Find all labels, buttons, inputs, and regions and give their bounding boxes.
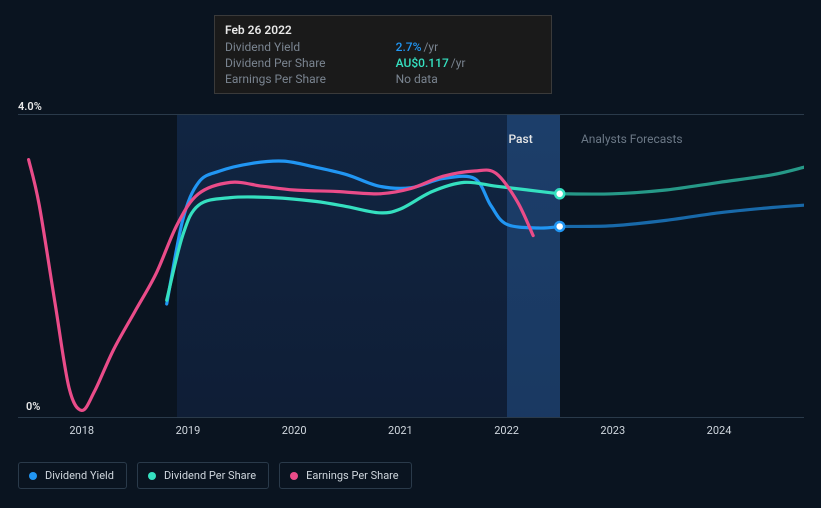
line-dividend_yield-forecast [560, 205, 804, 226]
legend-label: Dividend Per Share [164, 469, 256, 482]
tooltip-date: Feb 26 2022 [225, 23, 541, 37]
line-dividend_per_share-past [167, 182, 560, 300]
tooltip-row: Dividend Yield2.7%/yr [225, 39, 541, 55]
tooltip-value: AU$0.117/yr [396, 55, 541, 71]
tooltip-key: Dividend Yield [225, 39, 396, 55]
x-axis-ticks: 2018 2019 2020 2021 2022 2023 2024 [18, 424, 804, 444]
legend-dot-icon [148, 472, 156, 480]
x-tick: 2023 [600, 424, 625, 437]
line-dividend_per_share-forecast [560, 167, 804, 194]
legend-item[interactable]: Dividend Yield [18, 462, 127, 489]
marker-dividend_per_share [555, 189, 564, 198]
legend-label: Dividend Yield [45, 469, 114, 482]
tooltip-table: Dividend Yield2.7%/yrDividend Per ShareA… [225, 39, 541, 87]
x-tick: 2022 [494, 424, 519, 437]
legend-label: Earnings Per Share [306, 469, 399, 482]
tooltip-row: Earnings Per ShareNo data [225, 71, 541, 87]
tooltip-value: No data [396, 71, 541, 87]
chart-area[interactable]: 4.0% 0% [18, 108, 804, 418]
legend: Dividend Yield Dividend Per Share Earnings… [18, 462, 412, 489]
legend-item[interactable]: Dividend Per Share [137, 462, 269, 489]
x-tick: 2019 [176, 424, 201, 437]
tooltip-value: 2.7%/yr [396, 39, 541, 55]
tooltip-box: Feb 26 2022 Dividend Yield2.7%/yrDividen… [214, 15, 552, 94]
x-tick: 2021 [388, 424, 413, 437]
past-label: Past [508, 132, 532, 146]
tooltip-row: Dividend Per ShareAU$0.117/yr [225, 55, 541, 71]
legend-dot-icon [290, 472, 298, 480]
x-tick: 2024 [707, 424, 732, 437]
legend-dot-icon [29, 472, 37, 480]
forecast-label: Analysts Forecasts [581, 132, 683, 146]
tooltip-key: Earnings Per Share [225, 71, 396, 87]
x-tick: 2020 [282, 424, 307, 437]
x-tick: 2018 [69, 424, 94, 437]
marker-dividend_yield [555, 222, 564, 231]
tooltip-key: Dividend Per Share [225, 55, 396, 71]
chart-svg [18, 108, 804, 418]
legend-item[interactable]: Earnings Per Share [279, 462, 412, 489]
